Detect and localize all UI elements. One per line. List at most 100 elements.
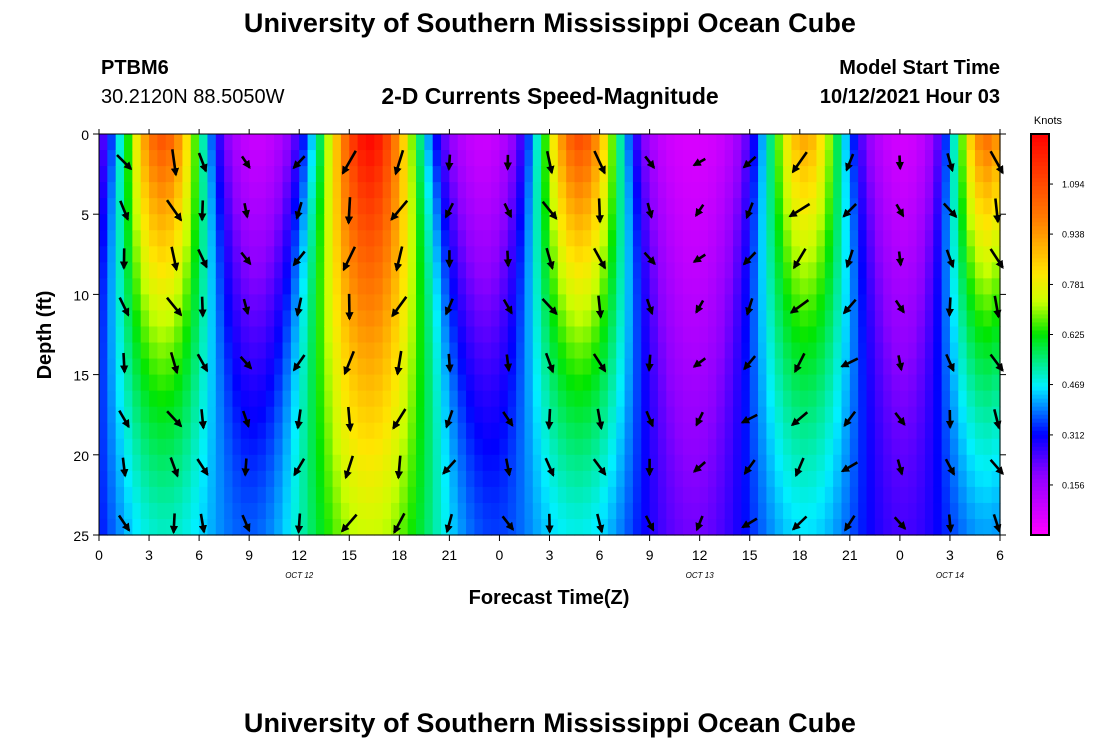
heatmap-cell — [182, 438, 192, 456]
heatmap-cell — [682, 438, 692, 456]
heatmap-cell — [808, 502, 818, 520]
colorbar-segment — [1031, 138, 1049, 143]
heatmap-cell — [949, 438, 959, 456]
heatmap-cell — [349, 246, 359, 263]
heatmap-cell — [215, 406, 225, 424]
heatmap-cell — [466, 198, 476, 215]
heatmap-cell — [641, 134, 651, 151]
current-vector-arrow — [896, 459, 905, 476]
heatmap-cell — [716, 422, 726, 440]
heatmap-cell — [441, 390, 450, 408]
heatmap-cell — [624, 342, 634, 360]
heatmap-cell — [290, 342, 300, 360]
heatmap-cell — [883, 406, 893, 424]
heatmap-cell — [574, 198, 584, 215]
heatmap-cell — [315, 246, 325, 263]
heatmap-cell — [691, 390, 701, 408]
heatmap-cell — [165, 358, 175, 376]
heatmap-cell — [941, 230, 951, 247]
colorbar-segment — [1031, 530, 1049, 536]
heatmap-cell — [407, 486, 417, 504]
heatmap-cell — [307, 486, 317, 504]
heatmap-cell — [441, 422, 450, 440]
x-axis-tick-label: 21 — [442, 547, 458, 563]
heatmap-cell — [824, 502, 834, 520]
heatmap-cell — [541, 262, 551, 279]
heatmap-cell — [724, 166, 734, 183]
heatmap-cell — [390, 454, 400, 472]
heatmap-cell — [207, 230, 217, 247]
heatmap-cell — [699, 262, 709, 279]
heatmap-cell — [99, 326, 108, 344]
heatmap-cell — [532, 358, 542, 376]
x-axis-tick-label: 15 — [341, 547, 357, 563]
heatmap-cell — [799, 470, 809, 488]
heatmap-cell — [182, 390, 192, 408]
x-axis-tick-label: 12 — [291, 547, 307, 563]
current-vector-arrow — [502, 411, 514, 427]
heatmap-cell — [849, 342, 859, 360]
heatmap-cell — [958, 390, 968, 408]
heatmap-cell — [516, 134, 526, 151]
heatmap-cell — [357, 326, 367, 344]
heatmap-cell — [933, 406, 943, 424]
heatmap-cell — [941, 502, 951, 520]
heatmap-cell — [591, 310, 601, 328]
heatmap-cell — [407, 502, 417, 520]
colorbar-segment — [1031, 146, 1049, 151]
heatmap-cell — [457, 422, 467, 440]
heatmap-cell — [691, 470, 701, 488]
heatmap-cell — [574, 262, 584, 279]
heatmap-cell — [466, 310, 476, 328]
heatmap-cell — [891, 390, 901, 408]
heatmap-cell — [958, 358, 968, 376]
heatmap-cell — [582, 422, 592, 440]
heatmap-cell — [741, 214, 751, 231]
x-axis-tick-label: 18 — [392, 547, 408, 563]
heatmap-cell — [557, 230, 567, 247]
heatmap-cell — [774, 166, 784, 183]
heatmap-cell — [482, 262, 492, 279]
heatmap-cell — [816, 390, 826, 408]
heatmap-cell — [224, 358, 234, 376]
heatmap-cell — [174, 470, 184, 488]
heatmap-cell — [991, 470, 1001, 488]
heatmap-cell — [449, 470, 459, 488]
heatmap-cell — [441, 502, 450, 520]
heatmap-cell — [582, 262, 592, 279]
heatmap-cell — [549, 230, 559, 247]
heatmap-cell — [115, 262, 125, 279]
heatmap-cell — [682, 294, 692, 312]
heatmap-cell — [307, 454, 317, 472]
heatmap-cell — [232, 454, 242, 472]
heatmap-cell — [541, 438, 551, 456]
heatmap-cell — [524, 278, 534, 295]
heatmap-cell — [791, 166, 801, 183]
heatmap-cell — [833, 518, 843, 536]
heatmap-cell — [432, 166, 442, 183]
heatmap-cell — [924, 182, 934, 199]
heatmap-cell — [299, 326, 309, 344]
heatmap-cell — [265, 198, 275, 215]
colorbar-segment — [1031, 402, 1049, 408]
heatmap-cell — [816, 470, 826, 488]
heatmap-cell — [599, 150, 609, 167]
colorbar-segment — [1031, 350, 1049, 356]
heatmap-cell — [966, 390, 976, 408]
heatmap-cell — [949, 310, 959, 328]
current-vector-arrow — [791, 515, 808, 531]
heatmap-cell — [699, 438, 709, 456]
heatmap-cell — [824, 182, 834, 199]
heatmap-cell — [908, 246, 918, 263]
heatmap-cell — [858, 278, 868, 295]
heatmap-cell — [282, 246, 292, 263]
heatmap-cell — [424, 134, 434, 151]
heatmap-cell — [240, 246, 250, 263]
heatmap-cell — [582, 246, 592, 263]
heatmap-cell — [474, 150, 484, 167]
heatmap-cell — [174, 310, 184, 328]
heatmap-cell — [299, 454, 309, 472]
heatmap-cell — [657, 342, 667, 360]
heatmap-cell — [332, 406, 342, 424]
heatmap-cell — [641, 454, 651, 472]
